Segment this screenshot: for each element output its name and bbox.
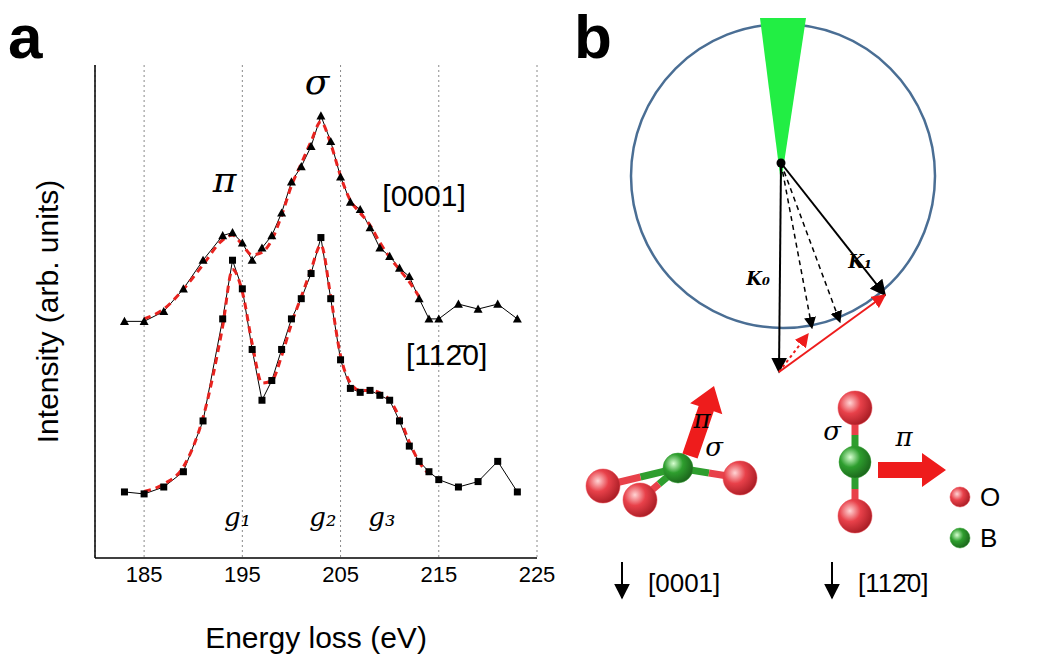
svg-text:g₁: g₁ xyxy=(224,502,251,532)
svg-text:[0001]: [0001] xyxy=(648,568,720,598)
svg-text:g₃: g₃ xyxy=(368,502,395,532)
svg-text:205: 205 xyxy=(322,562,359,587)
svg-text:σ: σ xyxy=(305,61,331,102)
svg-text:σ: σ xyxy=(705,432,724,462)
svg-text:O: O xyxy=(980,482,1000,512)
svg-text:[112̄0]: [112̄0] xyxy=(858,568,928,598)
svg-text:Intensity (arb. units): Intensity (arb. units) xyxy=(31,180,64,443)
svg-text:g₂: g₂ xyxy=(309,502,336,532)
svg-text:π: π xyxy=(212,159,238,200)
svg-text:215: 215 xyxy=(420,562,457,587)
svg-text:σ: σ xyxy=(823,416,842,446)
svg-text:K₁: K₁ xyxy=(847,251,872,272)
svg-text:π: π xyxy=(894,422,913,452)
svg-text:b: b xyxy=(574,2,612,71)
svg-text:195: 195 xyxy=(224,562,261,587)
svg-text:B: B xyxy=(980,523,997,553)
svg-text:a: a xyxy=(8,2,43,71)
svg-text:225: 225 xyxy=(519,562,556,587)
svg-text:K₀: K₀ xyxy=(745,268,770,289)
svg-text:[0001]: [0001] xyxy=(382,179,465,212)
svg-text:185: 185 xyxy=(126,562,163,587)
svg-text:π: π xyxy=(692,404,711,434)
svg-text:[112̄0]: [112̄0] xyxy=(406,338,487,371)
svg-text:Energy loss (eV): Energy loss (eV) xyxy=(205,621,427,654)
